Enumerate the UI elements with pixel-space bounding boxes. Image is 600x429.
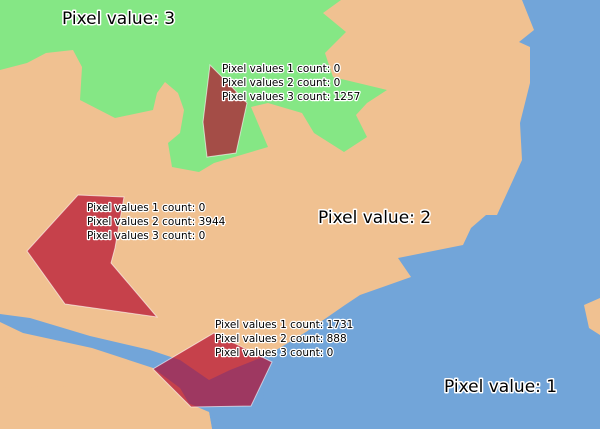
polygon-count-label: Pixel values 1 count: 0 [87, 202, 205, 214]
polygon-count-label: Pixel values 3 count: 1257 [222, 91, 360, 103]
region-pixel-value-3 [0, 0, 387, 172]
region-label-pixel-value-2: Pixel value: 2 [318, 208, 431, 228]
polygon-count-label: Pixel values 2 count: 0 [222, 77, 340, 89]
query-polygon-1 [202, 63, 248, 158]
polygon-count-label: Pixel values 1 count: 0 [222, 63, 340, 75]
region-pixel-value-2-south [0, 386, 212, 429]
region-pixel-value-1 [209, 0, 600, 429]
polygon-count-label: Pixel values 2 count: 3944 [87, 216, 226, 228]
query-polygon-2 [26, 194, 159, 318]
polygon-count-label: Pixel values 2 count: 888 [215, 333, 347, 345]
polygon-count-label: Pixel values 3 count: 0 [215, 347, 333, 359]
query-polygon-3 [152, 332, 273, 408]
polygon-count-label: Pixel values 3 count: 0 [87, 230, 205, 242]
region-label-pixel-value-1: Pixel value: 1 [444, 377, 557, 397]
region-label-pixel-value-3: Pixel value: 3 [62, 9, 175, 29]
polygon-count-label: Pixel values 1 count: 1731 [215, 319, 353, 331]
